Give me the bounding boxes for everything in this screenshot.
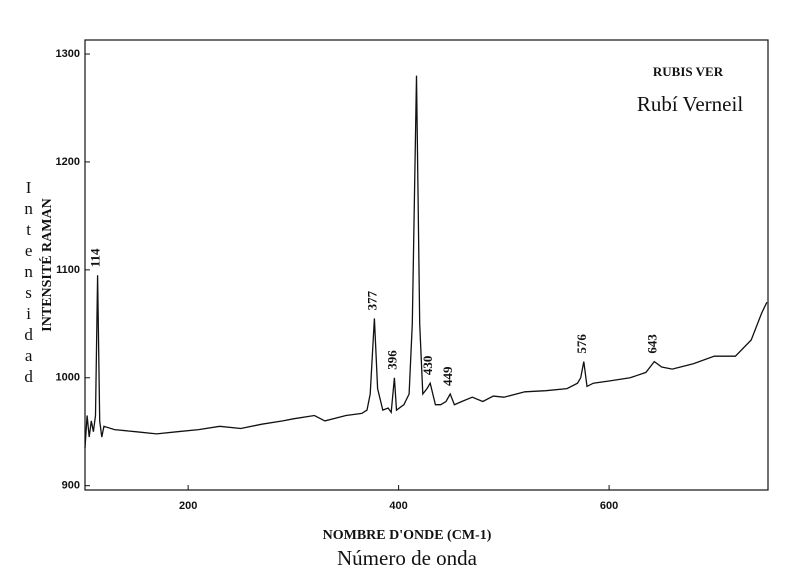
y-tick-label: 1300 (56, 48, 80, 60)
peak-label: 449 (440, 366, 455, 386)
y-axis-title-2: Intensidad (19, 178, 38, 388)
spectrum-line (84, 75, 768, 448)
y-tick-label: 1200 (56, 156, 80, 168)
peak-label: 430 (420, 356, 435, 376)
x-tick-label: 400 (389, 500, 407, 512)
peak-label: 396 (384, 350, 399, 370)
peak-label: 114 (88, 248, 103, 267)
chart-title: RUBIS VER (653, 64, 724, 79)
peak-label: 576 (574, 334, 589, 354)
y-tick-label: 1100 (56, 264, 80, 276)
x-tick-label: 600 (600, 500, 618, 512)
y-axis-title: INTENSITÉ RAMAN (38, 198, 55, 331)
peak-label: 643 (644, 334, 659, 354)
plot-frame (84, 39, 769, 491)
x-tick-label: 200 (179, 500, 197, 512)
x-axis-title: NOMBRE D'ONDE (CM-1) (323, 528, 492, 543)
y-tick-label: 1000 (56, 372, 80, 384)
peak-label: 377 (364, 290, 379, 310)
chart-subtitle: Rubí Verneil (637, 92, 744, 116)
x-axis-title-2: Número de onda (337, 546, 478, 570)
y-tick-label: 900 (62, 480, 80, 492)
